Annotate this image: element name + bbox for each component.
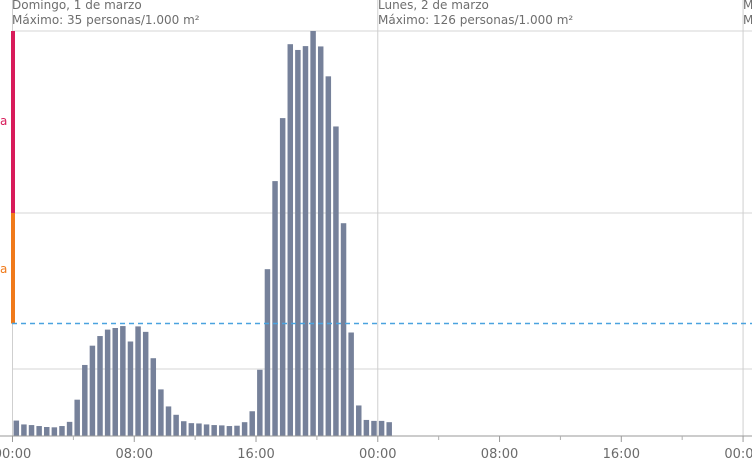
chart-bar bbox=[295, 49, 301, 437]
x-tick-label: 00:00 bbox=[724, 447, 752, 462]
chart-bar bbox=[363, 419, 370, 436]
chart-bar bbox=[165, 406, 172, 436]
chart-bar bbox=[264, 269, 271, 436]
chart-bar bbox=[371, 420, 377, 436]
chart-bar bbox=[325, 76, 332, 436]
chart-bar bbox=[104, 329, 111, 436]
x-tick-label: 16:00 bbox=[237, 447, 274, 462]
chart-bar bbox=[386, 422, 392, 436]
x-tick-label: 00:00 bbox=[359, 447, 396, 462]
chart-bar bbox=[249, 411, 255, 436]
x-tick-label: 16:00 bbox=[603, 447, 640, 462]
day-header-tuesday: M M bbox=[743, 0, 752, 28]
day-max-label: M bbox=[743, 13, 752, 27]
x-tick-label: 00:00 bbox=[0, 447, 31, 462]
chart-bar bbox=[196, 423, 202, 436]
chart-bar bbox=[356, 405, 362, 436]
chart-bar bbox=[89, 345, 96, 436]
chart-bar bbox=[219, 425, 225, 436]
chart-bar bbox=[272, 181, 278, 436]
chart-bar bbox=[211, 425, 217, 436]
day-max-label: Máximo: 35 personas/1.000 m² bbox=[12, 13, 200, 27]
chart-bar bbox=[234, 425, 240, 436]
chart-bar bbox=[66, 421, 73, 436]
level-high-label: a bbox=[0, 114, 8, 128]
chart-bar bbox=[348, 332, 354, 436]
chart-bar bbox=[135, 326, 141, 436]
chart-bar bbox=[378, 420, 385, 436]
chart-bar bbox=[59, 426, 65, 436]
day-date-label: Lunes, 2 de marzo bbox=[378, 0, 489, 12]
chart-bar bbox=[173, 414, 179, 436]
day-date-label: Domingo, 1 de marzo bbox=[12, 0, 142, 12]
day-header-sunday: Domingo, 1 de marzo Máximo: 35 personas/… bbox=[12, 0, 200, 28]
x-tick-label: 08:00 bbox=[481, 447, 518, 462]
day-header-monday: Lunes, 2 de marzo Máximo: 126 personas/1… bbox=[378, 0, 573, 28]
chart-bar bbox=[279, 118, 286, 437]
level-strip-low bbox=[11, 213, 15, 324]
chart-bar bbox=[302, 46, 309, 437]
chart-bar bbox=[241, 422, 248, 436]
chart-bar bbox=[142, 331, 149, 436]
chart-bar bbox=[226, 426, 233, 436]
chart-bar bbox=[36, 426, 42, 436]
chart-bar bbox=[257, 369, 263, 436]
chart-bar bbox=[287, 44, 294, 437]
chart-bar bbox=[317, 46, 324, 437]
level-low-label: a bbox=[0, 262, 8, 276]
chart-bar bbox=[340, 223, 347, 436]
day-max-label: Máximo: 126 personas/1.000 m² bbox=[378, 13, 574, 27]
chart-bar bbox=[333, 126, 339, 437]
chart-bar bbox=[112, 328, 118, 436]
chart-bar bbox=[180, 421, 187, 436]
chart-bar bbox=[310, 31, 316, 436]
chart-bar bbox=[21, 424, 27, 436]
chart-bar bbox=[120, 326, 126, 436]
chart-bar bbox=[158, 389, 164, 436]
chart-bar bbox=[82, 364, 88, 436]
chart-bar bbox=[188, 423, 195, 436]
chart-bar bbox=[51, 427, 58, 436]
chart-bar bbox=[74, 399, 80, 436]
chart-bar bbox=[127, 341, 134, 436]
chart-bar bbox=[203, 424, 210, 436]
chart-bar bbox=[28, 425, 35, 436]
level-strip-high bbox=[11, 31, 15, 213]
chart-bar bbox=[97, 336, 103, 436]
chart-bar bbox=[150, 358, 157, 436]
x-tick-label: 08:00 bbox=[116, 447, 153, 462]
day-date-label: M bbox=[743, 0, 752, 12]
chart-bar bbox=[13, 420, 20, 436]
chart-bar bbox=[44, 427, 50, 436]
